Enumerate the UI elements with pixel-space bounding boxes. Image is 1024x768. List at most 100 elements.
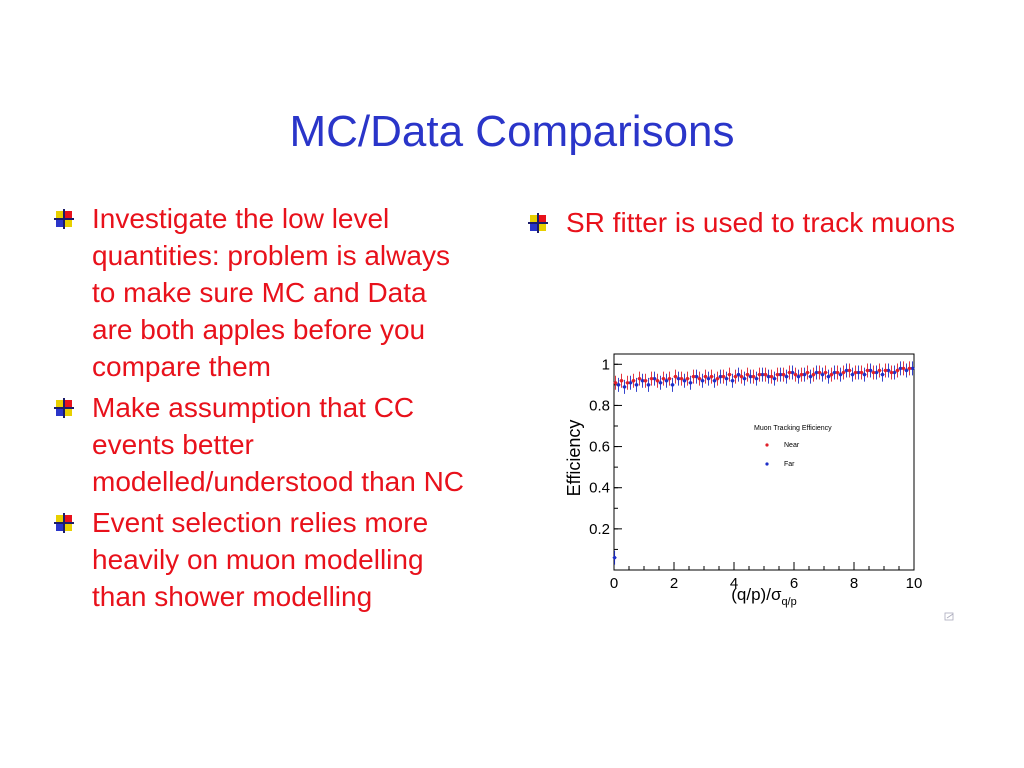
far-point xyxy=(880,372,885,377)
near-point xyxy=(859,370,864,375)
legend-far-marker xyxy=(765,462,769,466)
series-far xyxy=(612,361,915,565)
far-point xyxy=(832,370,837,375)
far-point xyxy=(634,383,639,387)
legend-near-label: Near xyxy=(784,442,800,449)
near-point xyxy=(751,374,756,379)
near-point xyxy=(667,376,672,381)
x-tick-label: 2 xyxy=(670,575,678,592)
legend-near-marker xyxy=(765,443,769,447)
bullet-item: Event selection relies more heavily on m… xyxy=(54,504,474,615)
bullet-text: Investigate the low level quantities: pr… xyxy=(92,203,450,382)
far-point xyxy=(730,379,735,383)
near-point xyxy=(823,370,828,375)
bullet-icon xyxy=(54,398,74,418)
left-bullet-list: Investigate the low level quantities: pr… xyxy=(54,200,474,615)
far-point xyxy=(742,376,747,381)
far-point xyxy=(778,372,783,377)
y-tick-label: 1 xyxy=(602,356,610,373)
near-point xyxy=(871,370,876,375)
corner-marker-icon xyxy=(944,612,956,622)
near-point xyxy=(757,372,762,377)
far-point xyxy=(676,376,681,381)
near-point xyxy=(811,372,816,377)
bullet-text: Make assumption that CC events better mo… xyxy=(92,392,465,497)
far-point xyxy=(892,370,897,375)
far-point xyxy=(886,368,891,373)
far-point xyxy=(766,374,771,379)
bullet-text: SR fitter is used to track muons xyxy=(566,207,956,238)
far-point xyxy=(808,374,813,379)
near-point xyxy=(715,376,720,381)
near-point xyxy=(901,366,906,371)
far-point xyxy=(612,555,617,560)
y-tick-label: 0.4 xyxy=(589,480,610,497)
y-tick-label: 0.2 xyxy=(589,521,610,538)
far-point xyxy=(652,376,657,381)
far-point xyxy=(688,381,693,385)
near-point xyxy=(793,372,798,377)
efficiency-chart: 0 2 4 6 8 10 0.2 0.4 0.6 0.8 1 Efficiency (q/p)/σ… xyxy=(554,340,964,620)
right-bullet-list: SR fitter is used to track muons xyxy=(528,204,968,241)
near-point xyxy=(799,372,804,377)
slide-title: MC/Data Comparisons xyxy=(289,107,735,156)
near-point xyxy=(853,370,858,375)
near-point xyxy=(613,381,618,385)
far-point xyxy=(820,372,825,377)
near-point xyxy=(805,370,810,375)
near-point xyxy=(883,368,888,373)
left-column: Investigate the low level quantities: pr… xyxy=(54,200,474,619)
legend-far-label: Far xyxy=(784,461,795,468)
y-tick-label: 0.8 xyxy=(589,397,610,414)
near-point xyxy=(631,379,636,383)
near-point xyxy=(637,376,642,381)
far-point xyxy=(862,372,867,377)
near-point xyxy=(679,376,684,381)
near-point xyxy=(877,368,882,373)
near-point xyxy=(721,374,726,379)
near-point xyxy=(907,366,912,371)
bullet-item: SR fitter is used to track muons xyxy=(528,204,968,241)
near-point xyxy=(787,370,792,375)
far-point xyxy=(874,370,879,375)
far-point xyxy=(898,366,903,371)
x-tick-label: 8 xyxy=(850,575,858,592)
near-point xyxy=(619,379,624,383)
bullet-icon xyxy=(528,213,548,233)
legend-title: Muon Tracking Efficiency xyxy=(754,425,832,432)
x-tick-label: 10 xyxy=(906,575,923,592)
bullet-icon xyxy=(54,513,74,533)
near-point xyxy=(895,368,900,373)
far-point xyxy=(658,381,663,385)
far-point xyxy=(736,372,741,377)
series-near xyxy=(613,361,912,390)
near-point xyxy=(841,370,846,375)
near-point xyxy=(643,379,648,383)
chart-svg: 0 2 4 6 8 10 0.2 0.4 0.6 0.8 1 Efficiency (q/p)/σ… xyxy=(564,353,923,608)
bullet-item: Investigate the low level quantities: pr… xyxy=(54,200,474,385)
far-point xyxy=(850,372,855,377)
bullet-text: Event selection relies more heavily on m… xyxy=(92,507,429,612)
near-point xyxy=(673,374,678,379)
far-point xyxy=(826,374,831,379)
far-point xyxy=(838,372,843,377)
far-point xyxy=(814,370,819,375)
far-point xyxy=(790,370,795,375)
near-point xyxy=(625,381,630,385)
far-point xyxy=(706,376,711,381)
far-point xyxy=(754,376,759,381)
far-point xyxy=(670,383,675,387)
x-axis-label-sub: q/p xyxy=(781,596,796,608)
near-point xyxy=(745,372,750,377)
far-point xyxy=(724,376,729,381)
near-point xyxy=(763,372,768,377)
far-point xyxy=(856,370,861,375)
bullet-item: Make assumption that CC events better mo… xyxy=(54,389,474,500)
near-point xyxy=(865,368,870,373)
plot-frame xyxy=(613,353,915,571)
far-point xyxy=(784,374,789,379)
far-point xyxy=(868,368,873,373)
far-point xyxy=(844,368,849,373)
near-point xyxy=(835,370,840,375)
far-point xyxy=(628,381,633,385)
